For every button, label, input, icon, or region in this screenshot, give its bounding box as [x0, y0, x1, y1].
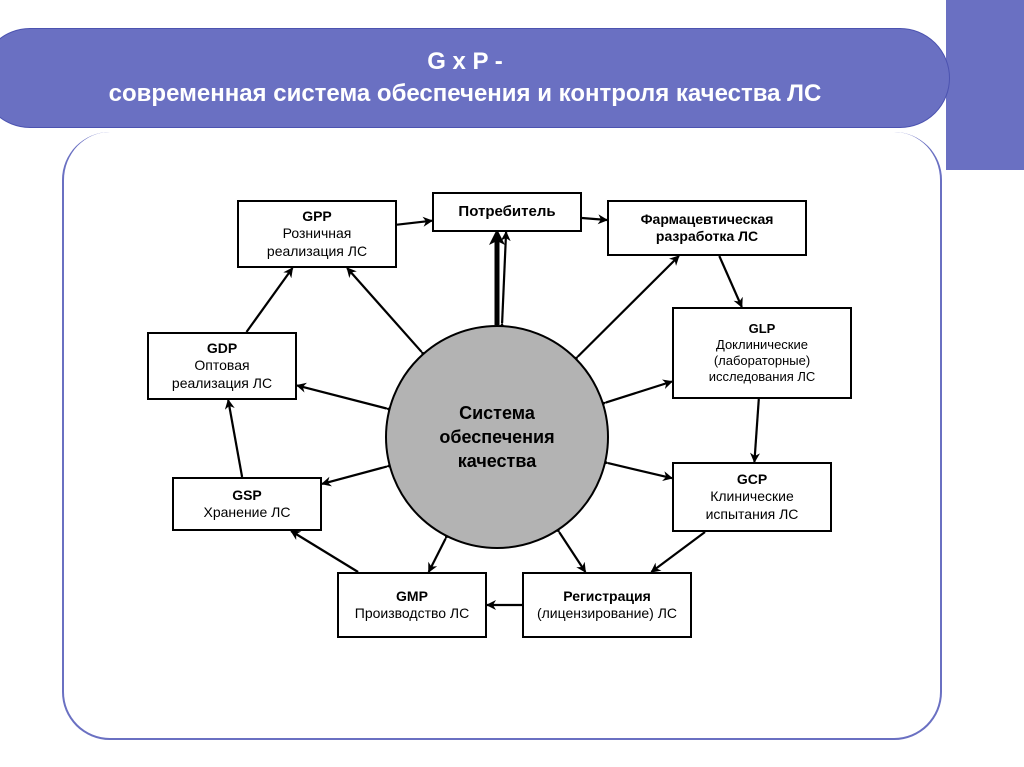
center-line1: Система [459, 403, 535, 423]
node-gpp: GPPРозничная реализация ЛС [237, 200, 397, 268]
node-gpp-title: GPP [302, 208, 332, 224]
node-gsp-sub: Хранение ЛС [204, 504, 291, 520]
node-gcp-title: GCP [737, 471, 767, 487]
node-gmp: GMPПроизводство ЛС [337, 572, 487, 638]
node-reg: Регистрация(лицензирование) ЛС [522, 572, 692, 638]
center-line2: обеспечения [439, 427, 554, 447]
node-potrebitel: Потребитель [432, 192, 582, 232]
node-pharma: Фармацевтическая разработка ЛС [607, 200, 807, 256]
node-gsp: GSPХранение ЛС [172, 477, 322, 531]
node-pharma-title: Фармацевтическая разработка ЛС [641, 211, 774, 245]
center-line3: качества [458, 451, 536, 471]
title-line1: G x P - [427, 48, 503, 75]
corner-accent-bar [946, 0, 1024, 170]
node-gcp-sub: Клинические испытания ЛС [706, 488, 799, 522]
center-circle-quality-system: Система обеспечения качества [385, 325, 609, 549]
node-glp-title: GLP [749, 321, 776, 336]
node-gmp-title: GMP [396, 588, 428, 604]
node-gcp: GCPКлинические испытания ЛС [672, 462, 832, 532]
title-line2: современная система обеспечения и контро… [109, 80, 822, 107]
node-gdp: GDPОптовая реализация ЛС [147, 332, 297, 400]
node-potrebitel-title: Потребитель [458, 203, 555, 220]
node-gdp-title: GDP [207, 340, 237, 356]
node-gsp-title: GSP [232, 487, 262, 503]
node-gdp-sub: Оптовая реализация ЛС [172, 357, 272, 391]
gxp-cycle-diagram: Система обеспечения качества Потребитель… [62, 132, 942, 740]
slide-title-pill: G x P - современная система обеспечения … [0, 28, 950, 128]
node-reg-title: Регистрация [563, 588, 651, 604]
node-glp-sub: Доклинические (лабораторные) исследовани… [709, 337, 816, 385]
node-reg-sub: (лицензирование) ЛС [537, 605, 677, 621]
node-gmp-sub: Производство ЛС [355, 605, 469, 621]
node-glp: GLPДоклинические (лабораторные) исследов… [672, 307, 852, 399]
node-gpp-sub: Розничная реализация ЛС [267, 225, 367, 259]
